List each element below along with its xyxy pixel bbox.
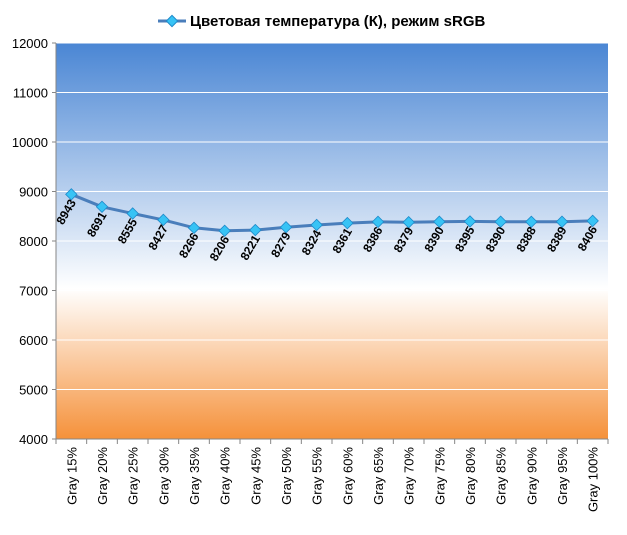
x-tick-label: Gray 65% [371,447,386,505]
x-tick-label: Gray 95% [555,447,570,505]
x-tick-label: Gray 45% [248,447,263,505]
data-point [494,215,507,228]
legend-entry: Цветовая температура (К), режим sRGB [190,13,486,30]
data-point [279,220,293,234]
data-point [310,218,323,232]
x-tick-label: Gray 60% [340,447,355,505]
x-tick-label: Gray 35% [187,447,202,505]
data-point [433,215,446,228]
series-points [65,188,599,238]
x-tick-label: Gray 80% [463,447,478,505]
y-tick-label: 8000 [19,234,48,249]
y-tick-label: 6000 [19,333,48,348]
data-point [157,213,170,227]
data-point [586,214,599,228]
y-tick-label: 4000 [19,432,48,447]
x-tick-label: Gray 15% [64,447,79,505]
data-point [555,215,569,228]
gridlines [56,42,608,390]
data-point [187,221,201,235]
x-axis-ticks: Gray 15% Gray 20% Gray 25% Gray 30% Gray 35%… [55,439,609,512]
x-tick-label: Gray 50% [279,447,294,505]
y-tick-label: 11000 [13,86,48,101]
x-tick-label: Gray 75% [432,447,447,505]
y-tick-label: 10000 [12,135,48,150]
y-tick-label: 12000 [12,36,48,51]
data-point [65,188,78,201]
data-point [463,215,477,228]
x-tick-label: Gray 40% [218,447,233,505]
x-tick-label: Gray 85% [494,447,509,505]
data-point [95,200,109,214]
x-tick-label: Gray 100% [586,447,601,512]
x-tick-label: Gray 20% [95,447,110,505]
legend: Цветовая температура (К), режим sRGB [158,13,486,30]
x-tick-label: Gray 70% [402,447,417,505]
data-point [402,216,415,229]
data-point [249,223,262,237]
y-tick-label: 5000 [19,383,48,398]
data-point [525,215,538,229]
x-tick-label: Gray 55% [310,447,325,505]
x-tick-label: Gray 25% [126,447,141,505]
legend-marker [165,14,179,28]
data-point [341,216,354,230]
y-tick-label: 9000 [19,185,48,200]
data-point [126,207,139,220]
data-point [218,224,231,238]
x-tick-label: Gray 30% [156,447,171,505]
y-tick-label: 7000 [19,284,48,299]
x-tick-label: Gray 90% [524,447,539,505]
data-point [371,215,385,229]
